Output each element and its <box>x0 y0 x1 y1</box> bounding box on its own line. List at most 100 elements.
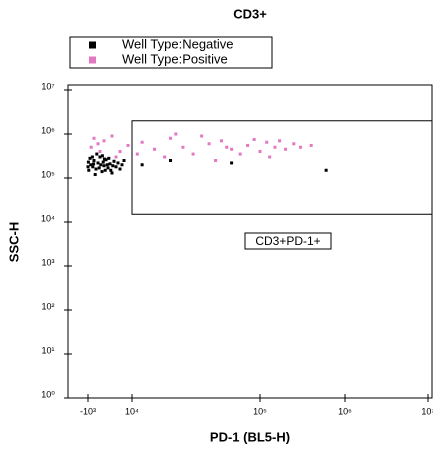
data-point <box>88 156 92 160</box>
x-tick-label: 10⁷ <box>421 406 433 416</box>
x-tick-label: -10³ <box>80 406 96 416</box>
gate-label: CD3+PD-1+ <box>255 234 320 248</box>
data-point <box>105 163 109 167</box>
data-point <box>140 163 144 167</box>
data-point <box>91 165 95 169</box>
y-tick-label: 10⁰ <box>41 389 55 399</box>
data-point <box>114 165 118 169</box>
data-point <box>225 145 229 149</box>
data-point <box>86 160 90 164</box>
data-point <box>102 139 106 143</box>
data-point <box>92 136 96 140</box>
data-point <box>265 140 269 144</box>
data-point <box>95 152 99 156</box>
data-point <box>86 165 90 169</box>
x-tick-label: 10⁶ <box>338 406 352 416</box>
data-point <box>102 164 106 168</box>
data-point <box>92 159 96 163</box>
data-point <box>230 161 234 165</box>
data-point <box>135 152 139 156</box>
data-point <box>112 159 116 163</box>
data-point <box>106 166 110 170</box>
data-point <box>273 145 277 149</box>
legend-marker <box>89 56 96 64</box>
data-point <box>98 150 102 154</box>
data-point <box>309 143 313 147</box>
data-point <box>110 171 114 175</box>
data-point <box>238 152 242 156</box>
data-point <box>174 132 178 136</box>
data-point <box>207 142 211 146</box>
data-point <box>153 147 157 151</box>
data-point <box>324 168 328 172</box>
data-point <box>214 159 218 163</box>
data-point <box>109 168 113 172</box>
data-point <box>126 143 130 147</box>
data-point <box>96 161 100 165</box>
y-tick-label: 10⁷ <box>41 81 54 91</box>
data-point <box>107 156 111 160</box>
data-point <box>90 155 94 159</box>
data-point <box>246 143 250 147</box>
data-point <box>191 152 195 156</box>
data-point <box>100 170 104 174</box>
data-point <box>169 159 173 163</box>
data-point <box>284 147 288 151</box>
y-tick-label: 10¹ <box>41 345 54 355</box>
data-point <box>230 147 234 151</box>
data-point <box>122 159 126 163</box>
data-point <box>118 150 122 154</box>
gate-label-box <box>244 232 332 250</box>
data-point <box>89 163 93 167</box>
data-point <box>292 142 296 146</box>
y-tick-label: 10⁴ <box>41 213 55 223</box>
data-point <box>108 162 112 166</box>
y-tick-label: 10⁶ <box>41 125 55 135</box>
data-point <box>169 136 173 140</box>
y-tick-label: 10⁵ <box>41 169 55 179</box>
x-axis-label: PD-1 (BL5-H) <box>210 429 290 444</box>
data-point <box>97 166 101 170</box>
plot-frame <box>67 84 433 399</box>
data-point <box>114 155 118 159</box>
data-point <box>96 142 100 146</box>
data-point <box>101 160 105 164</box>
data-point <box>299 145 303 149</box>
legend-box <box>69 36 273 69</box>
data-point <box>99 163 103 167</box>
y-axis-label: SSC-H <box>6 222 21 262</box>
data-point <box>111 164 115 168</box>
data-point <box>116 161 120 165</box>
data-point <box>200 134 204 138</box>
y-tick-label: 10² <box>41 301 54 311</box>
data-point <box>100 154 104 158</box>
data-point <box>87 168 91 172</box>
legend-label: Well Type:Positive <box>122 51 228 66</box>
data-point <box>89 145 93 149</box>
data-point <box>92 162 96 166</box>
data-point <box>98 155 102 159</box>
data-point <box>93 173 97 177</box>
data-point <box>140 140 144 144</box>
data-point <box>252 138 256 142</box>
data-point <box>103 168 107 172</box>
x-tick-label: 10⁵ <box>253 406 267 416</box>
y-tick-label: 10³ <box>41 257 54 267</box>
data-point <box>104 158 108 162</box>
data-point <box>268 155 272 159</box>
data-point <box>102 157 106 161</box>
data-point <box>120 163 124 167</box>
data-point <box>258 150 262 154</box>
data-point <box>278 139 282 143</box>
data-point <box>110 134 114 138</box>
data-point <box>163 155 167 159</box>
data-point <box>219 139 223 143</box>
x-tick-label: 10⁴ <box>125 406 139 416</box>
data-point <box>118 167 122 171</box>
chart-title: CD3+ <box>233 6 267 21</box>
legend-marker <box>89 41 96 49</box>
data-point <box>181 145 185 149</box>
gate <box>131 120 432 215</box>
data-point <box>94 167 98 171</box>
